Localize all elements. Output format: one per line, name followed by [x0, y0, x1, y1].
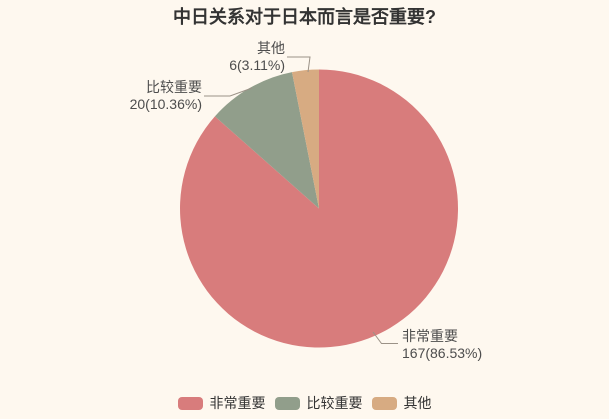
label-line-0	[372, 331, 398, 344]
legend-label: 非常重要	[209, 395, 266, 411]
legend-label: 其他	[403, 395, 432, 411]
legend-swatch-icon	[274, 396, 300, 410]
pie-slice-1[interactable]	[214, 72, 319, 209]
legend: 非常重要 比较重要 其他	[0, 393, 609, 413]
legend-swatch-icon	[177, 396, 203, 410]
pie-slice-2[interactable]	[292, 69, 319, 209]
legend-swatch-icon	[371, 396, 397, 410]
chart-title: 中日关系对于日本而言是否重要?	[173, 7, 436, 27]
label-line-2	[287, 56, 311, 73]
legend-item-1[interactable]: 比较重要	[274, 393, 363, 413]
label-line-1	[204, 87, 253, 97]
legend-item-2[interactable]: 其他	[371, 393, 432, 413]
pie-slice-0[interactable]	[180, 69, 459, 348]
legend-item-0[interactable]: 非常重要	[177, 393, 266, 413]
legend-label: 比较重要	[306, 395, 363, 411]
